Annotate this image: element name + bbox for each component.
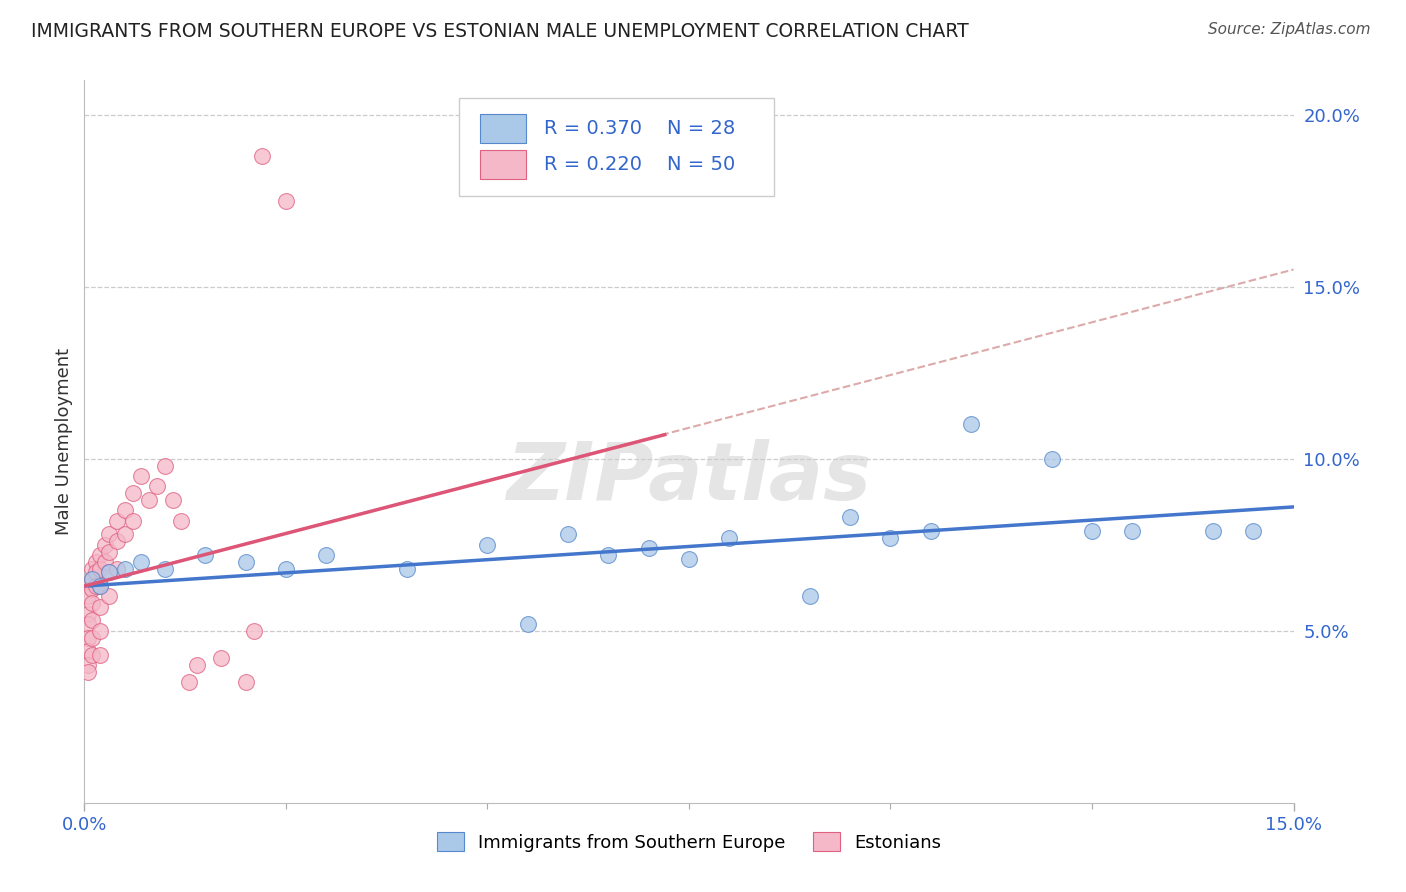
Point <box>839 510 862 524</box>
Point <box>105 514 128 528</box>
Point <box>129 555 152 569</box>
Point <box>82 582 104 597</box>
Point <box>77 665 100 679</box>
Point <box>146 479 169 493</box>
Point <box>162 493 184 508</box>
Point <box>97 566 120 580</box>
Point <box>86 566 108 580</box>
Y-axis label: Male Unemployment: Male Unemployment <box>55 348 73 535</box>
FancyBboxPatch shape <box>460 98 773 196</box>
Point <box>186 658 208 673</box>
Point <box>121 514 143 528</box>
Legend: Immigrants from Southern Europe, Estonians: Immigrants from Southern Europe, Estonia… <box>429 825 949 859</box>
Point <box>93 555 115 569</box>
Point <box>114 503 136 517</box>
Point <box>235 555 257 569</box>
Point <box>477 538 499 552</box>
Point <box>89 562 111 576</box>
Point <box>105 562 128 576</box>
Point <box>235 675 257 690</box>
Point <box>77 590 100 604</box>
Point <box>637 541 659 556</box>
Point <box>97 590 120 604</box>
Point <box>153 458 176 473</box>
Point <box>879 531 901 545</box>
Point <box>242 624 264 638</box>
Point <box>678 551 700 566</box>
Point <box>97 544 120 558</box>
Point <box>97 566 120 580</box>
Point <box>89 599 111 614</box>
Point <box>77 616 100 631</box>
Point <box>77 658 100 673</box>
Point <box>82 572 104 586</box>
Point <box>86 579 108 593</box>
Point <box>105 534 128 549</box>
Point <box>153 562 176 576</box>
Point <box>97 527 120 541</box>
Point <box>1040 451 1063 466</box>
Point <box>799 590 821 604</box>
Point <box>77 607 100 621</box>
Text: R = 0.370    N = 28: R = 0.370 N = 28 <box>544 120 735 138</box>
Point <box>82 648 104 662</box>
Point <box>82 614 104 628</box>
Point <box>250 149 273 163</box>
Point <box>138 493 160 508</box>
Point <box>89 624 111 638</box>
Text: R = 0.220    N = 50: R = 0.220 N = 50 <box>544 155 735 174</box>
Point <box>1081 524 1104 538</box>
Point <box>960 417 983 432</box>
Point <box>89 579 111 593</box>
Point <box>93 538 115 552</box>
Point <box>89 648 111 662</box>
Point <box>1241 524 1264 538</box>
Point <box>82 562 104 576</box>
Text: Source: ZipAtlas.com: Source: ZipAtlas.com <box>1208 22 1371 37</box>
Point <box>1121 524 1143 538</box>
Point <box>598 548 620 562</box>
Point <box>114 562 136 576</box>
Text: IMMIGRANTS FROM SOUTHERN EUROPE VS ESTONIAN MALE UNEMPLOYMENT CORRELATION CHART: IMMIGRANTS FROM SOUTHERN EUROPE VS ESTON… <box>31 22 969 41</box>
Point <box>395 562 418 576</box>
Point <box>77 579 100 593</box>
Point <box>557 527 579 541</box>
Point <box>82 596 104 610</box>
Point <box>89 579 111 593</box>
Point <box>77 631 100 645</box>
Point <box>82 572 104 586</box>
Point <box>920 524 942 538</box>
Point <box>77 644 100 658</box>
Point <box>194 548 217 562</box>
Point <box>209 651 232 665</box>
FancyBboxPatch shape <box>479 151 526 179</box>
Point <box>718 531 741 545</box>
Point <box>82 631 104 645</box>
Point <box>315 548 337 562</box>
Point <box>89 548 111 562</box>
Point <box>129 469 152 483</box>
FancyBboxPatch shape <box>479 114 526 143</box>
Point <box>179 675 201 690</box>
Text: ZIPatlas: ZIPatlas <box>506 439 872 516</box>
Point <box>170 514 193 528</box>
Point <box>516 616 538 631</box>
Point <box>1202 524 1225 538</box>
Point <box>121 486 143 500</box>
Point <box>86 555 108 569</box>
Point <box>274 562 297 576</box>
Point <box>114 527 136 541</box>
Point <box>274 194 297 208</box>
